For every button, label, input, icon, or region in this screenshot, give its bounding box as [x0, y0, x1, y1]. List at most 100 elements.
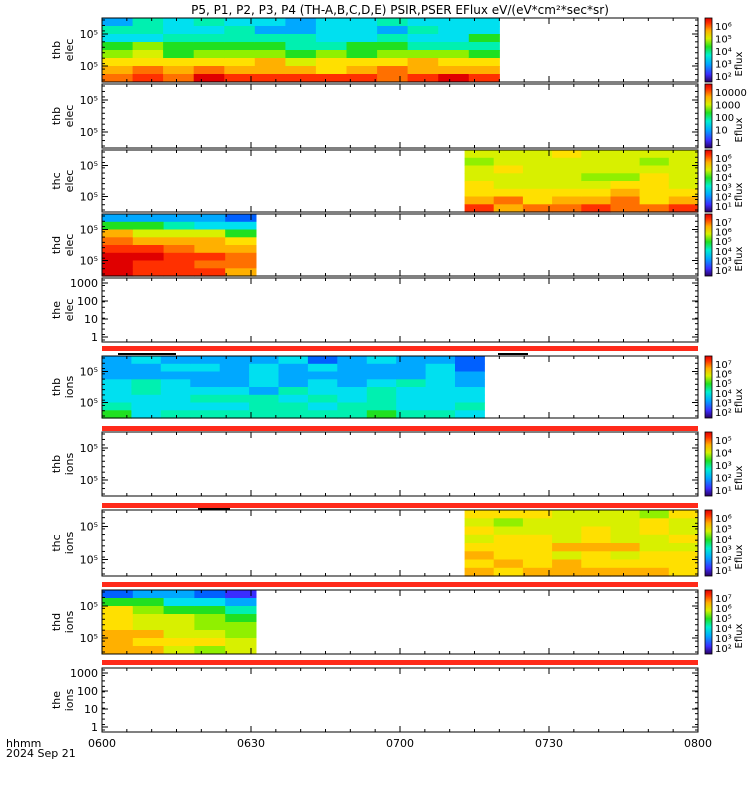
- heatmap-cell: [102, 356, 132, 365]
- heatmap-cell: [163, 252, 195, 262]
- colorbar-tick-label: 10⁷: [715, 218, 732, 229]
- heatmap-cell: [102, 268, 134, 277]
- heatmap-cell: [407, 26, 439, 35]
- heatmap-cell: [425, 363, 456, 373]
- heatmap-cell: [102, 214, 134, 223]
- heatmap-cell: [610, 150, 641, 159]
- heatmap-cell: [407, 34, 439, 43]
- colorbar-tick-label: 10⁶: [715, 22, 732, 33]
- heatmap-cell: [581, 150, 611, 159]
- heatmap-cell: [225, 630, 257, 639]
- heatmap-cell: [132, 229, 165, 238]
- heatmap-cell: [455, 356, 485, 365]
- y-tick-label: 100: [77, 295, 98, 308]
- heatmap-cell: [278, 356, 309, 365]
- heatmap-cell: [132, 630, 165, 639]
- colorbar-label: Eflux: [734, 51, 745, 76]
- heatmap-cell: [225, 646, 257, 655]
- heatmap-cell: [132, 221, 165, 231]
- colorbar-tick-label: 10⁶: [715, 228, 732, 239]
- colorbar-tick-label: 10⁶: [715, 514, 732, 525]
- heatmap-cell: [552, 543, 582, 552]
- heatmap-cell: [307, 410, 338, 419]
- heatmap-cell: [464, 510, 495, 519]
- heatmap-cell: [407, 50, 439, 59]
- heatmap-cell: [249, 371, 279, 380]
- heatmap-cell: [552, 567, 582, 577]
- heatmap-cell: [425, 387, 456, 396]
- heatmap-cell: [219, 394, 250, 404]
- heatmap-cell: [639, 534, 670, 544]
- heatmap-cell: [639, 157, 670, 167]
- heatmap-cell: [224, 26, 256, 35]
- colorbar-tick-label: 10⁵: [715, 164, 732, 175]
- heatmap-cell: [468, 66, 500, 75]
- heatmap-cell: [581, 543, 611, 552]
- heatmap-cell: [455, 371, 485, 380]
- panel-10: 1000 100 10 1 the ions: [50, 667, 699, 734]
- heatmap-cell: [522, 559, 553, 569]
- heatmap-cell: [163, 630, 195, 639]
- heatmap-cell: [132, 252, 165, 262]
- heatmap-cell: [346, 58, 378, 67]
- heatmap-cell: [464, 567, 495, 577]
- heatmap-cell: [132, 245, 165, 254]
- heatmap-cell: [552, 534, 582, 544]
- heatmap-cell: [190, 387, 221, 396]
- colorbar: [704, 17, 713, 83]
- heatmap-cell: [132, 214, 165, 223]
- heatmap-cell: [464, 196, 495, 205]
- heatmap-cell: [307, 379, 338, 388]
- heatmap-cell: [552, 559, 582, 569]
- heatmap-cell: [552, 518, 582, 528]
- heatmap-cell: [194, 638, 226, 647]
- colorbar-tick-label: 10000: [715, 88, 747, 99]
- panel-ylabel: ions: [63, 688, 76, 711]
- heatmap-cell: [668, 518, 699, 528]
- heatmap-cell: [377, 42, 409, 51]
- heatmap-cell: [493, 510, 524, 519]
- heatmap-cell: [102, 74, 134, 83]
- heatmap-cell: [581, 559, 611, 569]
- heatmap-cell: [396, 379, 427, 388]
- heatmap-cell: [366, 387, 397, 396]
- heatmap-cell: [225, 260, 257, 269]
- heatmap-cell: [307, 402, 338, 411]
- heatmap-cell: [132, 646, 165, 655]
- heatmap-cell: [163, 614, 195, 623]
- colorbar-tick-label: 10²: [715, 556, 732, 567]
- heatmap-cell: [163, 598, 195, 607]
- heatmap-cell: [315, 50, 347, 59]
- panel-ylabel: thb: [50, 378, 63, 396]
- heatmap-cell: [225, 221, 257, 231]
- heatmap-cell: [132, 622, 165, 631]
- heatmap-cell: [163, 268, 195, 277]
- heatmap-cell: [193, 26, 225, 35]
- heatmap-cell: [493, 204, 524, 213]
- heatmap-cell: [407, 42, 439, 51]
- heatmap-cell: [346, 26, 378, 35]
- heatmap-cell: [278, 379, 309, 388]
- heatmap-cell: [639, 526, 670, 536]
- heatmap-cell: [468, 74, 500, 83]
- heatmap-cell: [102, 66, 134, 75]
- heatmap-cell: [522, 534, 553, 544]
- heatmap-cell: [315, 66, 347, 75]
- colorbar-label: Eflux: [734, 465, 745, 490]
- heatmap-cell: [366, 363, 397, 373]
- colorbar: [704, 83, 713, 149]
- heatmap-cell: [581, 551, 611, 561]
- heatmap-cell: [366, 410, 397, 419]
- heatmap-cell: [346, 66, 378, 75]
- heatmap-cell: [493, 157, 524, 167]
- heatmap-cell: [193, 34, 225, 43]
- flag-bar: [102, 503, 698, 508]
- heatmap-cell: [163, 229, 195, 238]
- heatmap-cell: [225, 614, 257, 623]
- heatmap-cell: [493, 559, 524, 569]
- y-tick-label: 10⁵: [80, 224, 98, 237]
